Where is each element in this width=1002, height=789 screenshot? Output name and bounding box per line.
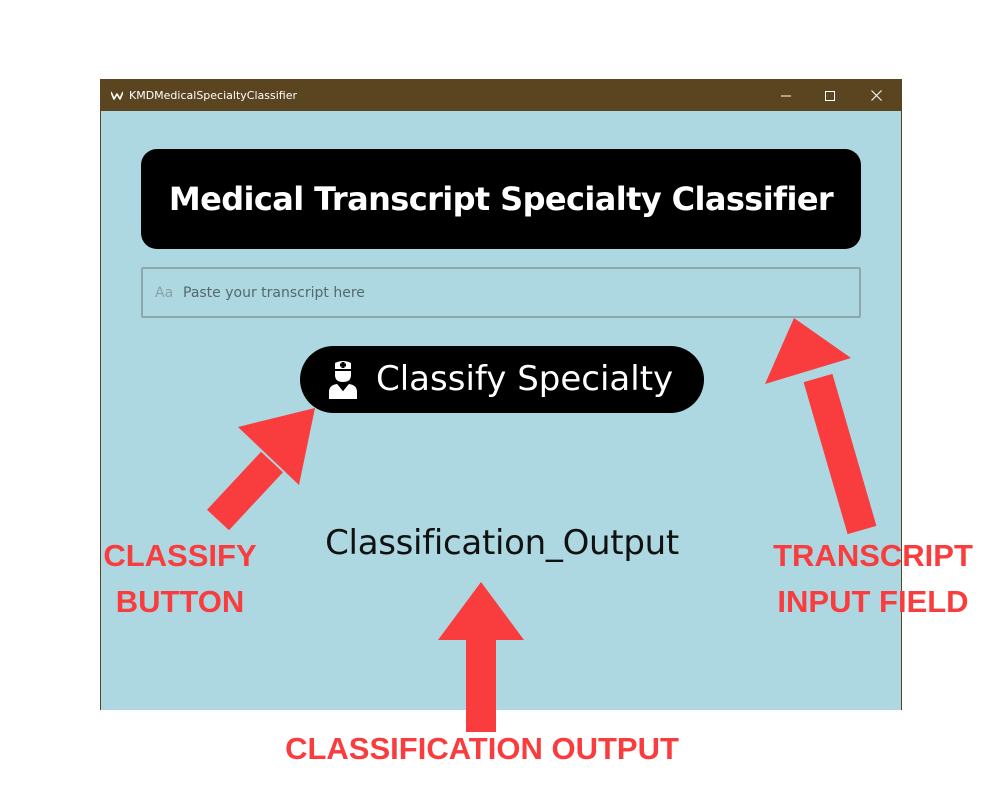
app-logo-icon xyxy=(111,91,123,100)
annotation-label-transcript-input: TRANSCRIPT INPUT FIELD xyxy=(773,538,973,619)
title-banner: Medical Transcript Specialty Classifier xyxy=(141,149,861,249)
window-title: KMDMedicalSpecialtyClassifier xyxy=(129,89,297,102)
window-titlebar[interactable]: KMDMedicalSpecialtyClassifier xyxy=(101,80,901,111)
doctor-icon xyxy=(329,361,357,399)
minimize-icon xyxy=(781,95,791,96)
transcript-input[interactable] xyxy=(183,279,843,307)
annotation-label-classification-output: CLASSIFICATION OUTPUT xyxy=(285,731,679,766)
maximize-button[interactable] xyxy=(807,80,853,111)
minimize-button[interactable] xyxy=(763,80,809,111)
text-format-icon: Aa xyxy=(155,285,174,301)
maximize-icon xyxy=(825,90,835,101)
classify-specialty-button[interactable]: Classify Specialty xyxy=(300,346,704,413)
classification-output: Classification_Output xyxy=(325,523,679,563)
close-button[interactable] xyxy=(853,80,899,111)
classify-button-label: Classify Specialty xyxy=(376,359,674,399)
transcript-input-container[interactable]: Aa xyxy=(141,267,861,318)
app-heading: Medical Transcript Specialty Classifier xyxy=(168,180,834,218)
annotation-label-classify-button: CLASSIFY BUTTON xyxy=(103,538,257,619)
close-icon xyxy=(870,90,882,101)
